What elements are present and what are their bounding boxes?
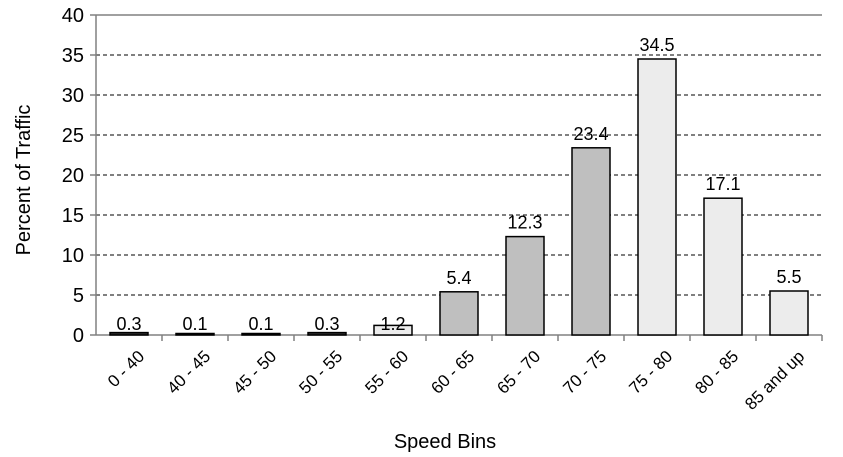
data-label-9: 17.1 xyxy=(705,174,740,194)
bar-10 xyxy=(769,290,809,336)
y-tick-label-1: 5 xyxy=(73,285,84,307)
x-tick-label-7: 70 - 75 xyxy=(559,347,610,398)
x-tick-label-1: 40 - 45 xyxy=(163,347,214,398)
bar-7 xyxy=(571,147,611,336)
y-tick-label-8: 40 xyxy=(62,5,84,27)
x-tick-label-3: 50 - 55 xyxy=(295,347,346,398)
bar-6 xyxy=(505,235,545,336)
y-tick-label-0: 0 xyxy=(73,325,84,347)
x-tick-label-9: 80 - 85 xyxy=(691,347,742,398)
bar-8 xyxy=(637,58,677,336)
x-tick-label-0: 0 - 40 xyxy=(104,347,148,391)
data-label-2: 0.1 xyxy=(248,314,273,334)
data-label-7: 23.4 xyxy=(573,124,608,144)
y-axis-title: Percent of Traffic xyxy=(13,105,35,256)
x-axis-ticks: 0 - 40 40 - 45 45 - 50 50 - 55 55 - 60 60 - 6… xyxy=(104,335,823,414)
y-tick-label-2: 10 xyxy=(62,245,84,267)
bar-2 xyxy=(241,332,281,336)
x-tick-label-6: 65 - 70 xyxy=(493,347,544,398)
x-tick-label-2: 45 - 50 xyxy=(229,347,280,398)
gridlines xyxy=(95,14,822,336)
x-tick-label-8: 75 - 80 xyxy=(625,347,676,398)
x-tick-label-4: 55 - 60 xyxy=(361,347,412,398)
y-tick-label-3: 15 xyxy=(62,205,84,227)
y-axis-ticks: 0 5 10 15 20 25 30 35 40 xyxy=(62,5,96,347)
data-label-3: 0.3 xyxy=(314,314,339,334)
data-label-1: 0.1 xyxy=(182,314,207,334)
y-tick-label-5: 25 xyxy=(62,125,84,147)
data-label-5: 5.4 xyxy=(446,268,471,288)
x-tick-label-10: 85 and up xyxy=(741,347,808,414)
y-tick-label-4: 20 xyxy=(62,165,84,187)
x-tick-label-5: 60 - 65 xyxy=(427,347,478,398)
data-labels: 0.3 0.1 0.1 0.3 1.2 5.4 12.3 23.4 34.5 17.1 5.5 xyxy=(116,35,801,334)
data-label-10: 5.5 xyxy=(776,267,801,287)
y-tick-label-7: 35 xyxy=(62,45,84,67)
bars xyxy=(109,58,809,336)
bar-0 xyxy=(109,331,149,336)
bar-4 xyxy=(373,324,413,336)
data-label-8: 34.5 xyxy=(639,35,674,55)
bar-1 xyxy=(175,332,215,336)
data-label-0: 0.3 xyxy=(116,314,141,334)
bar-9 xyxy=(703,197,743,336)
x-axis-title: Speed Bins xyxy=(394,431,496,453)
data-label-6: 12.3 xyxy=(507,213,542,233)
y-tick-label-6: 30 xyxy=(62,85,84,107)
data-label-4: 1.2 xyxy=(380,314,405,334)
bar-3 xyxy=(307,331,347,336)
bar-5 xyxy=(439,291,479,336)
